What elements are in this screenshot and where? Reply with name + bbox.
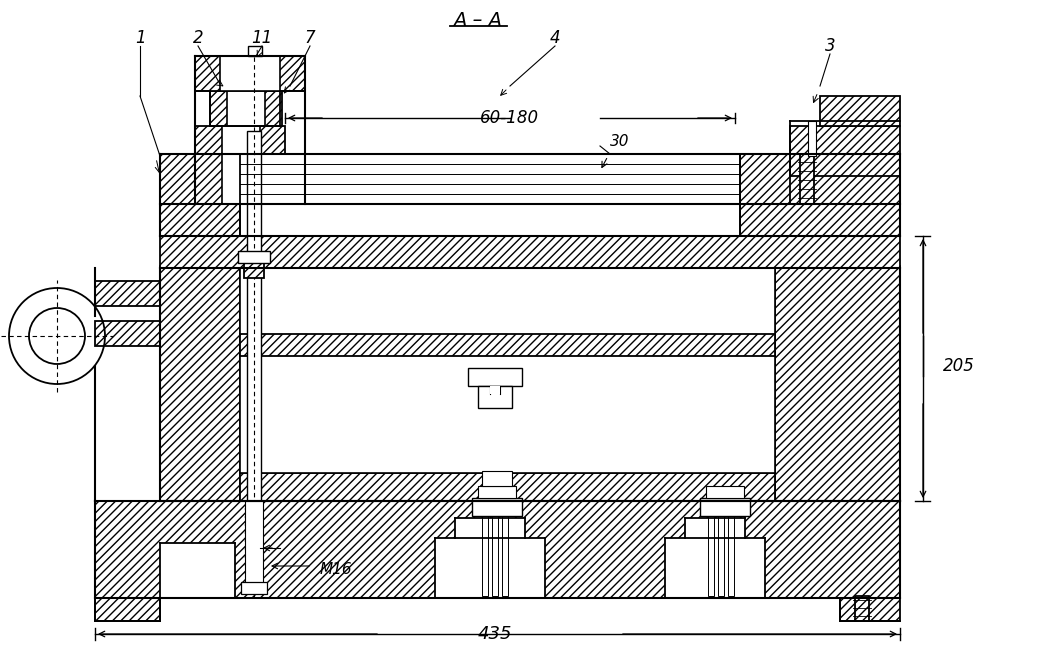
Bar [700,498,750,516]
Bar [708,516,714,596]
Bar [472,498,522,516]
Bar [855,596,869,621]
Bar [685,518,745,538]
Bar [728,516,734,596]
Bar [220,56,280,91]
Bar [238,251,270,263]
Bar [482,516,488,596]
Bar [95,281,160,306]
Bar [222,126,260,204]
Bar [740,204,900,236]
Bar [240,266,775,473]
Bar [247,131,262,501]
Bar [492,516,498,596]
Bar [840,598,900,621]
Bar [248,46,262,56]
Text: M16: M16 [320,562,353,577]
Bar [435,538,545,598]
Bar [160,266,240,501]
Text: 435: 435 [478,625,513,643]
Bar [160,154,240,204]
Bar [244,263,264,278]
Bar [775,266,900,501]
Bar [95,501,900,598]
Text: 11: 11 [251,29,273,47]
Bar [718,516,724,596]
Text: 7: 7 [304,29,315,47]
Bar [240,154,740,204]
Bar [800,154,814,204]
Text: 60-180: 60-180 [480,109,540,127]
Bar [790,126,900,176]
Text: 4: 4 [550,29,561,47]
Bar [195,126,285,204]
Text: A – A: A – A [454,10,502,30]
Bar [240,204,740,236]
Text: 205: 205 [943,357,975,375]
Bar [240,334,775,356]
Bar [240,473,775,501]
Text: 30: 30 [610,134,630,148]
Bar [455,518,525,538]
Bar [490,386,500,394]
Bar [210,91,282,126]
Bar [740,154,900,204]
Bar [160,236,900,268]
Bar [468,368,522,386]
Bar [502,516,508,596]
Bar [241,582,267,594]
Bar [245,501,263,584]
Bar [160,204,240,236]
Bar [482,471,511,486]
Bar [95,321,160,346]
Bar [820,96,900,126]
Bar [478,486,516,498]
Text: 1: 1 [135,29,145,47]
Text: 2: 2 [192,29,203,47]
Bar [227,91,265,126]
Bar [665,538,765,598]
Text: 3: 3 [824,37,836,55]
Bar [478,386,511,408]
Bar [160,543,235,598]
Bar [195,56,305,91]
Bar [706,486,744,498]
Bar [808,121,816,156]
Bar [95,598,160,621]
